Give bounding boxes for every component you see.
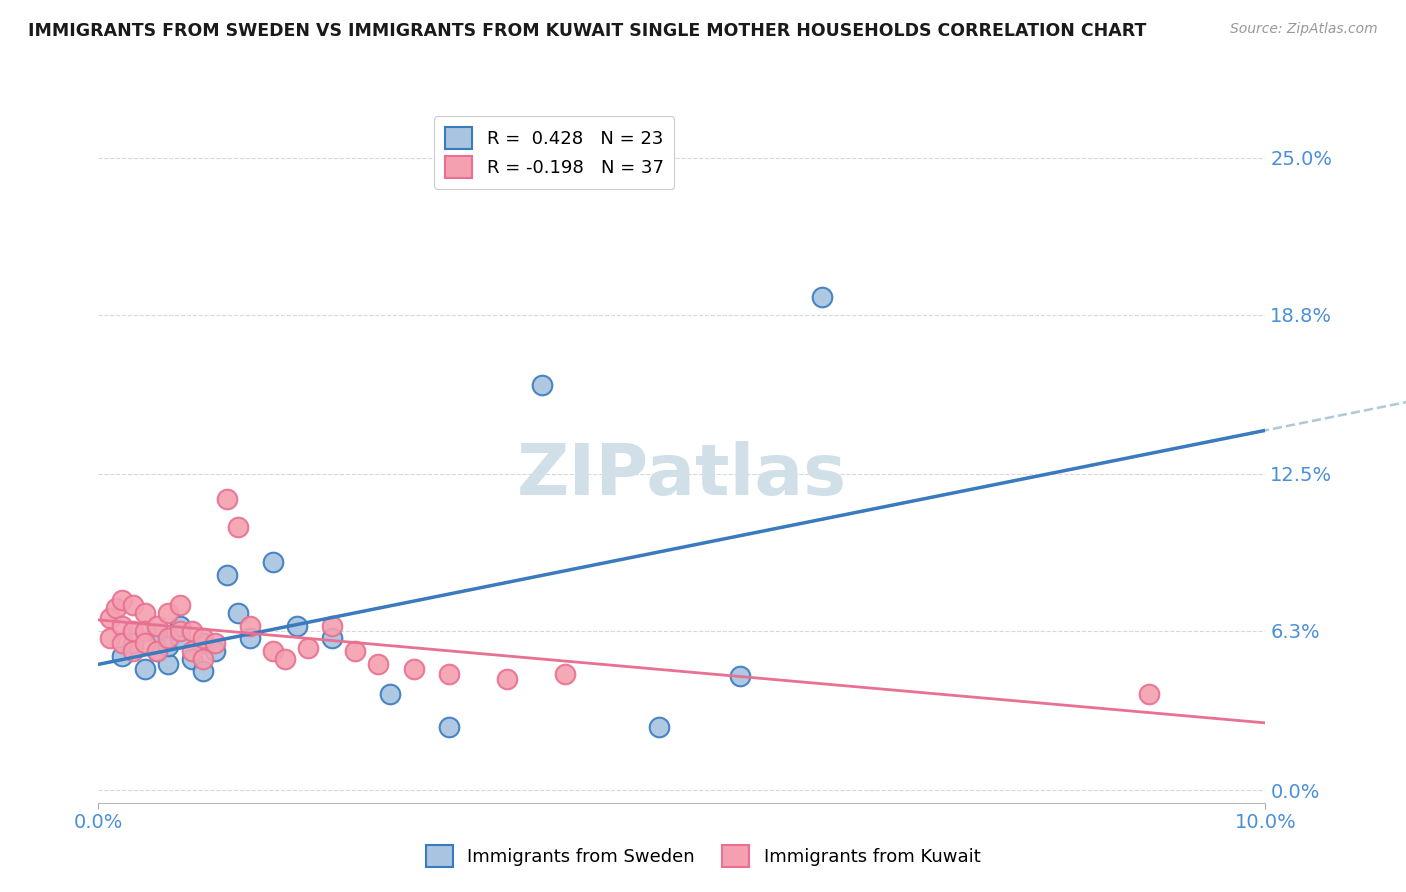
Point bbox=[204, 636, 226, 650]
Point bbox=[111, 593, 134, 607]
Point bbox=[228, 606, 250, 620]
Text: IMMIGRANTS FROM SWEDEN VS IMMIGRANTS FROM KUWAIT SINGLE MOTHER HOUSEHOLDS CORREL: IMMIGRANTS FROM SWEDEN VS IMMIGRANTS FRO… bbox=[28, 22, 1146, 40]
Point bbox=[297, 641, 319, 656]
Point bbox=[344, 644, 367, 658]
Point bbox=[169, 632, 191, 646]
Point bbox=[193, 651, 215, 665]
Point bbox=[262, 644, 284, 658]
Point bbox=[321, 618, 343, 632]
Text: Source: ZipAtlas.com: Source: ZipAtlas.com bbox=[1230, 22, 1378, 37]
Point bbox=[134, 662, 156, 676]
Point bbox=[134, 624, 156, 638]
Legend: Immigrants from Sweden, Immigrants from Kuwait: Immigrants from Sweden, Immigrants from … bbox=[419, 838, 987, 874]
Point bbox=[169, 624, 191, 638]
Point bbox=[169, 618, 191, 632]
Point bbox=[180, 651, 202, 665]
Point bbox=[134, 606, 156, 620]
Point bbox=[285, 618, 308, 632]
Point bbox=[321, 632, 343, 646]
Point bbox=[146, 618, 169, 632]
Point bbox=[274, 651, 297, 665]
Point bbox=[215, 492, 238, 507]
Point bbox=[378, 687, 402, 701]
Point bbox=[98, 632, 121, 646]
Point bbox=[146, 644, 169, 658]
Point bbox=[157, 639, 180, 653]
Point bbox=[647, 720, 669, 734]
Point bbox=[811, 290, 834, 304]
Point bbox=[204, 644, 226, 658]
Point bbox=[122, 599, 145, 613]
Point bbox=[530, 378, 553, 392]
Point bbox=[111, 648, 134, 663]
Point bbox=[122, 636, 145, 650]
Point bbox=[157, 657, 180, 671]
Point bbox=[367, 657, 389, 671]
Point bbox=[157, 606, 180, 620]
Point bbox=[111, 618, 134, 632]
Point bbox=[180, 624, 202, 638]
Point bbox=[169, 599, 191, 613]
Legend: R =  0.428   N = 23, R = -0.198   N = 37: R = 0.428 N = 23, R = -0.198 N = 37 bbox=[434, 116, 675, 189]
Point bbox=[239, 632, 262, 646]
Point bbox=[146, 644, 169, 658]
Point bbox=[98, 611, 121, 625]
Point bbox=[728, 669, 751, 683]
Point bbox=[104, 601, 127, 615]
Point bbox=[262, 556, 284, 570]
Point bbox=[437, 720, 460, 734]
Text: ZIPatlas: ZIPatlas bbox=[517, 442, 846, 510]
Point bbox=[111, 636, 134, 650]
Point bbox=[1137, 687, 1160, 701]
Point bbox=[134, 636, 156, 650]
Point bbox=[157, 632, 180, 646]
Point bbox=[437, 666, 460, 681]
Point bbox=[215, 568, 238, 582]
Point bbox=[402, 662, 425, 676]
Point bbox=[193, 636, 215, 650]
Point bbox=[180, 644, 202, 658]
Point bbox=[554, 666, 576, 681]
Point bbox=[122, 624, 145, 638]
Point bbox=[193, 665, 215, 679]
Point bbox=[122, 644, 145, 658]
Point bbox=[146, 626, 169, 640]
Point bbox=[495, 672, 517, 686]
Point bbox=[239, 618, 262, 632]
Point bbox=[228, 520, 250, 534]
Point bbox=[193, 632, 215, 646]
